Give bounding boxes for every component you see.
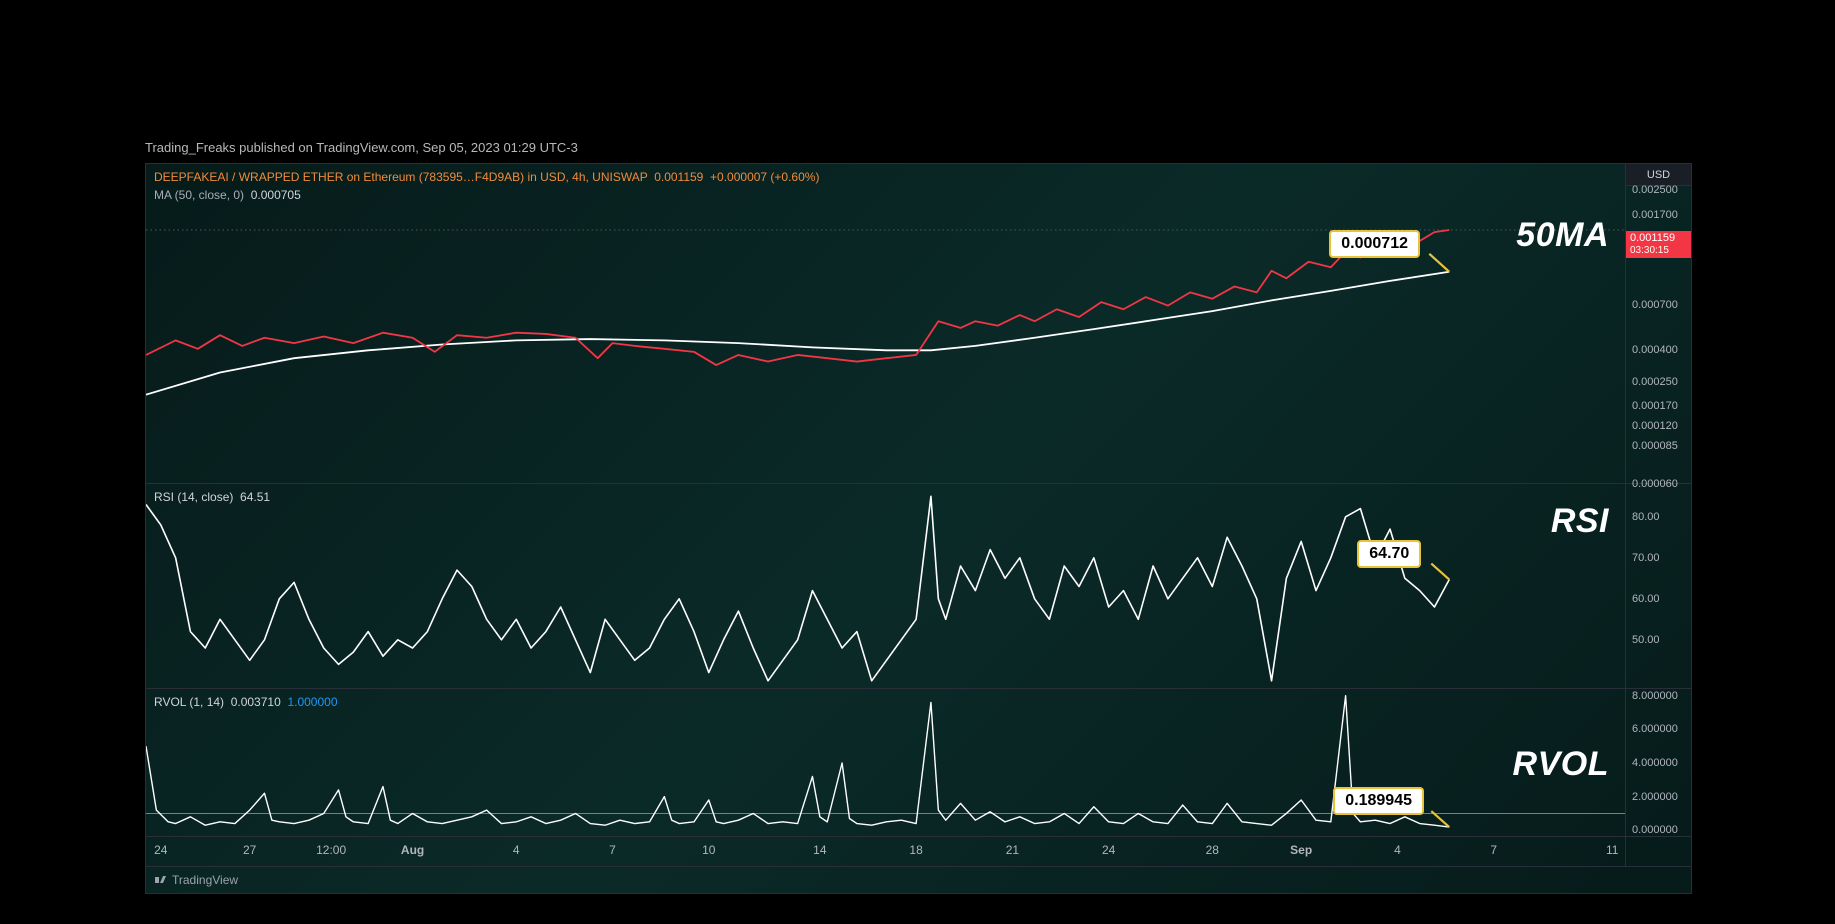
rvol-v1: 0.003710 — [231, 695, 281, 709]
rsi-label: RSI (14, close) — [154, 490, 233, 504]
footer: TradingView — [146, 867, 1691, 893]
callout-rvol: 0.189945 — [1333, 787, 1424, 815]
label-rvol: RVOL — [1513, 745, 1609, 784]
rvol-pane[interactable]: RVOL (1, 14) 0.003710 1.000000 RVOL 0.18… — [146, 689, 1691, 837]
symbol-title: DEEPFAKEAI / WRAPPED ETHER on Ethereum (… — [154, 170, 648, 184]
rvol-v2: 1.000000 — [287, 695, 337, 709]
rsi-legend: RSI (14, close) 64.51 — [154, 488, 270, 506]
callout-ma: 0.000712 — [1329, 230, 1420, 258]
callout-rsi: 64.70 — [1357, 540, 1421, 568]
publish-info: Trading_Freaks published on TradingView.… — [145, 140, 1690, 155]
last-price: 0.001159 — [654, 170, 703, 184]
main-svg — [146, 164, 1625, 483]
ma-value: 0.000705 — [251, 188, 301, 202]
time-axis[interactable]: 242712:00Aug47101418212428Sep4711 — [146, 837, 1691, 867]
tradingview-icon — [154, 873, 168, 887]
rsi-svg — [146, 484, 1625, 688]
rvol-label: RVOL (1, 14) — [154, 695, 224, 709]
brand-text: TradingView — [172, 873, 238, 887]
change: +0.000007 (+0.60%) — [710, 170, 819, 184]
label-50ma: 50MA — [1516, 216, 1609, 255]
yaxis-rvol[interactable]: 8.0000006.0000004.0000002.0000000.000000 — [1625, 689, 1691, 836]
yaxis-main[interactable]: USD 0.0025000.0017000.00115903:30:150.00… — [1625, 164, 1691, 483]
chart-card: DEEPFAKEAI / WRAPPED ETHER on Ethereum (… — [145, 163, 1692, 894]
yaxis-rsi[interactable]: 80.0070.0060.0050.00 — [1625, 484, 1691, 688]
label-rsi: RSI — [1551, 502, 1609, 541]
price-pane[interactable]: DEEPFAKEAI / WRAPPED ETHER on Ethereum (… — [146, 164, 1691, 484]
rsi-pane[interactable]: RSI (14, close) 64.51 RSI 64.70 80.0070.… — [146, 484, 1691, 689]
rsi-value: 64.51 — [240, 490, 270, 504]
rvol-legend: RVOL (1, 14) 0.003710 1.000000 — [154, 693, 338, 711]
ma-label: MA (50, close, 0) — [154, 188, 244, 202]
main-legend: DEEPFAKEAI / WRAPPED ETHER on Ethereum (… — [154, 168, 819, 204]
